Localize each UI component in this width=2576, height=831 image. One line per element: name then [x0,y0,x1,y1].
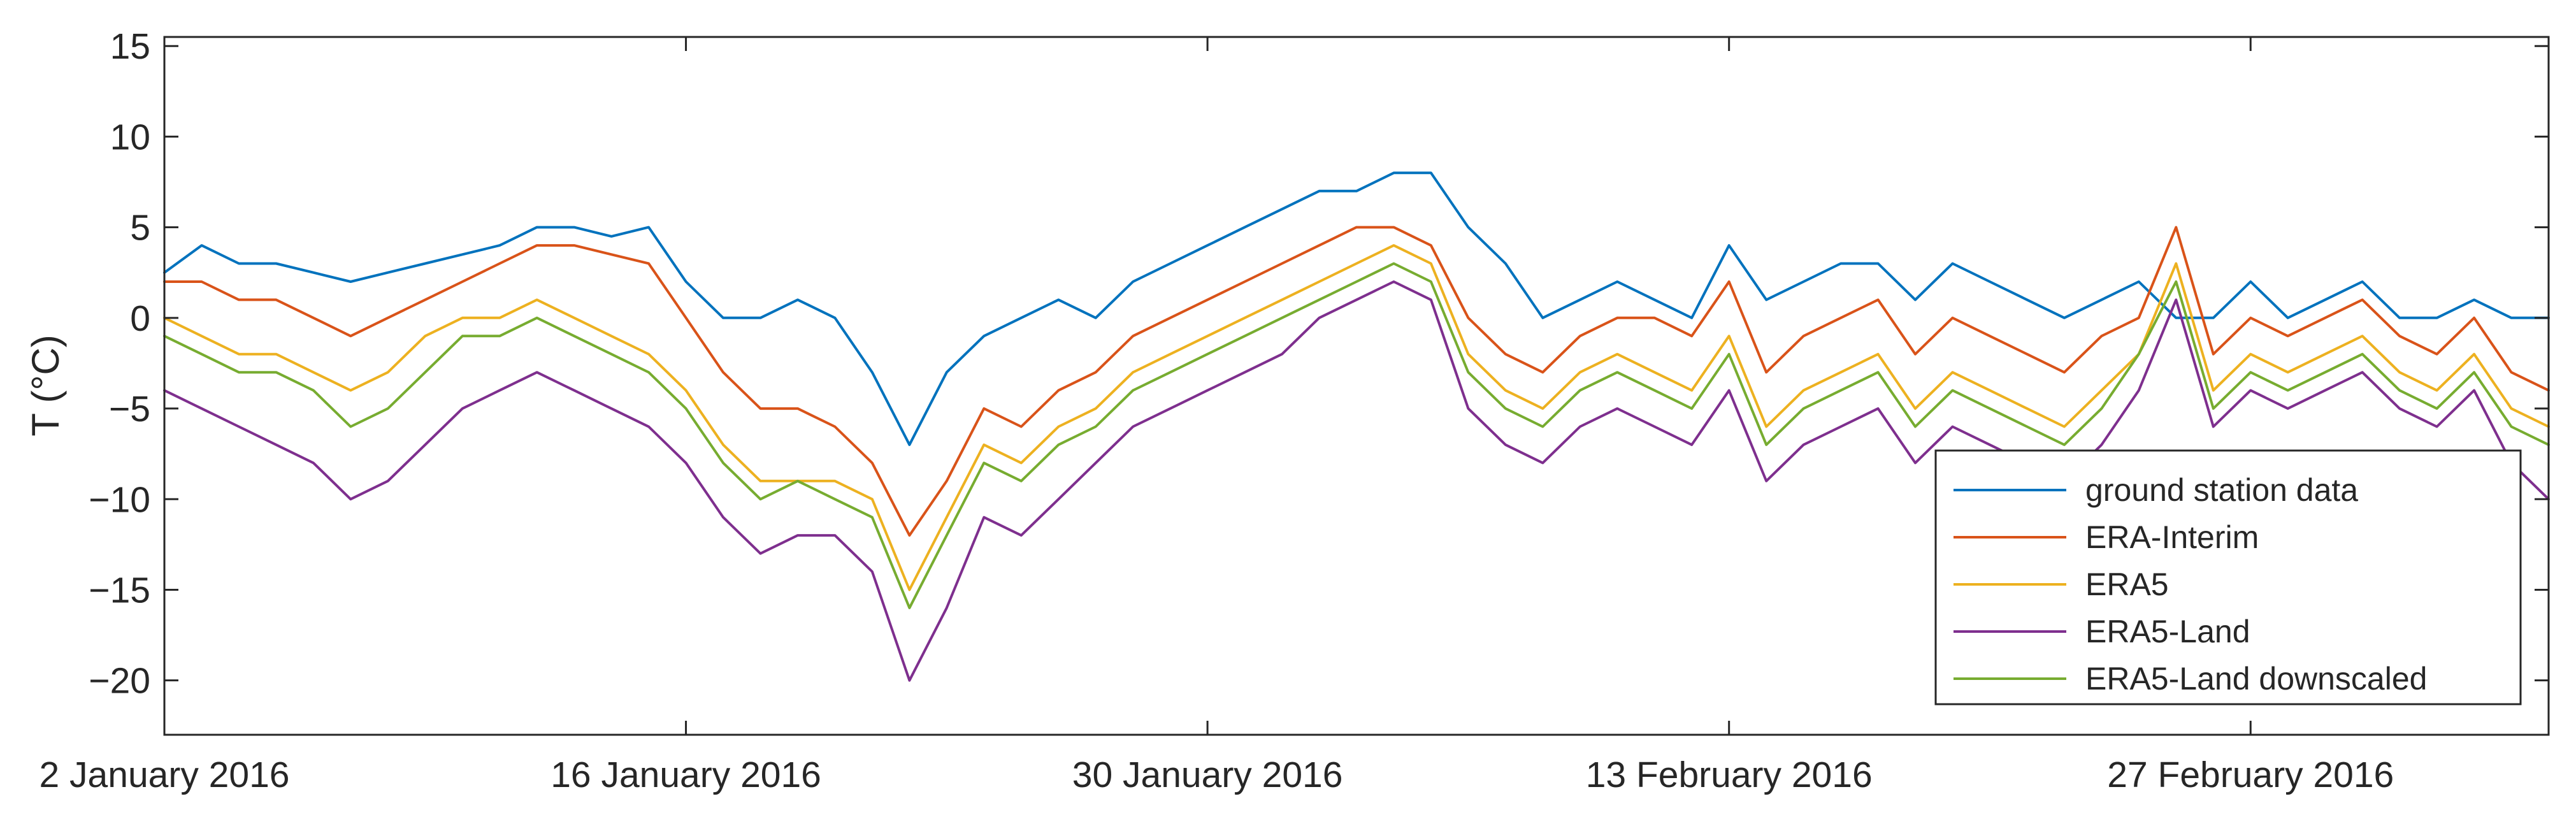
y-axis: 15 10 5 0 −5 −10 −15 −20 [89,26,2549,702]
x-tick-label: 13 February 2016 [1586,755,1873,795]
y-tick-label: 10 [110,117,150,157]
legend-box [1934,449,2522,705]
x-tick-label: 27 February 2016 [2107,755,2394,795]
x-tick-label: 30 January 2016 [1072,755,1343,795]
series-line-5 [163,262,2550,609]
legend-label: ground station data [2085,472,2358,508]
legend-label: ERA5 [2085,567,2169,602]
y-tick-label: −5 [109,389,150,430]
legend: ground station data ERA-Interim ERA5 ERA5-L… [1934,449,2522,705]
y-axis-label: T (°C) [24,335,67,437]
legend-label: ERA5-Land [2085,614,2250,649]
series-line-1 [163,171,2550,446]
x-tick-label: 16 January 2016 [550,755,821,795]
series-line-4 [163,280,2550,682]
y-tick-label: 0 [130,298,150,339]
y-tick-label: 5 [130,208,150,249]
series-line-3 [163,244,2550,591]
series-layer [163,171,2550,682]
series-line-2 [163,226,2550,537]
legend-items: ground station data ERA-Interim ERA5 ERA5-L… [1954,472,2427,697]
y-tick-label: 15 [110,26,150,67]
x-tick-label: 2 January 2016 [40,755,290,795]
y-tick-label: −20 [89,661,150,702]
x-axis: 2 January 2016 16 January 2016 30 January … [40,37,2394,795]
axes-box [163,36,2550,736]
y-tick-label: −10 [89,479,150,520]
legend-label: ERA-Interim [2085,519,2259,555]
y-tick-label: −15 [89,570,150,611]
legend-label: ERA5-Land downscaled [2085,661,2427,697]
